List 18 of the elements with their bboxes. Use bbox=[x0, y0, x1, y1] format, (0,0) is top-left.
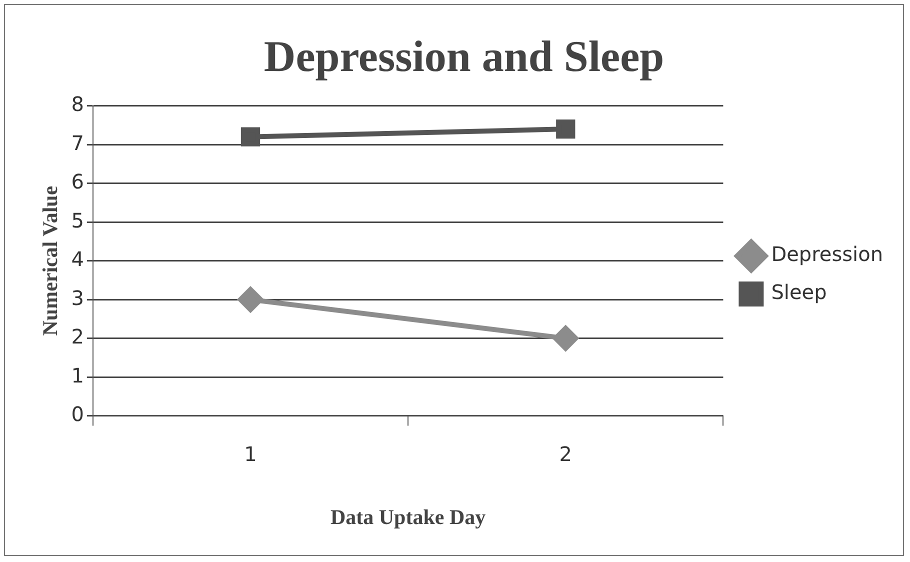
y-tick-label: 0 bbox=[71, 402, 84, 426]
y-tick-label: 3 bbox=[71, 286, 84, 310]
y-tick-label: 1 bbox=[71, 363, 84, 388]
y-tick-label: 2 bbox=[71, 324, 84, 349]
point bbox=[240, 127, 260, 146]
point bbox=[238, 287, 263, 312]
y-tick-label: 5 bbox=[71, 208, 84, 232]
y-axis-title: Numerical Value bbox=[38, 186, 62, 336]
legend-label: Sleep bbox=[771, 280, 827, 304]
y-tick-label: 4 bbox=[71, 247, 84, 272]
point bbox=[553, 326, 578, 351]
chart-title: Depression and Sleep bbox=[264, 32, 664, 81]
point bbox=[556, 119, 576, 139]
y-tick-label: 8 bbox=[71, 92, 84, 116]
y-tick-label: 6 bbox=[71, 170, 84, 194]
legend-label: Depression bbox=[771, 242, 883, 266]
y-tick-label: 7 bbox=[71, 130, 84, 155]
x-axis-title: Data Uptake Day bbox=[330, 504, 486, 529]
